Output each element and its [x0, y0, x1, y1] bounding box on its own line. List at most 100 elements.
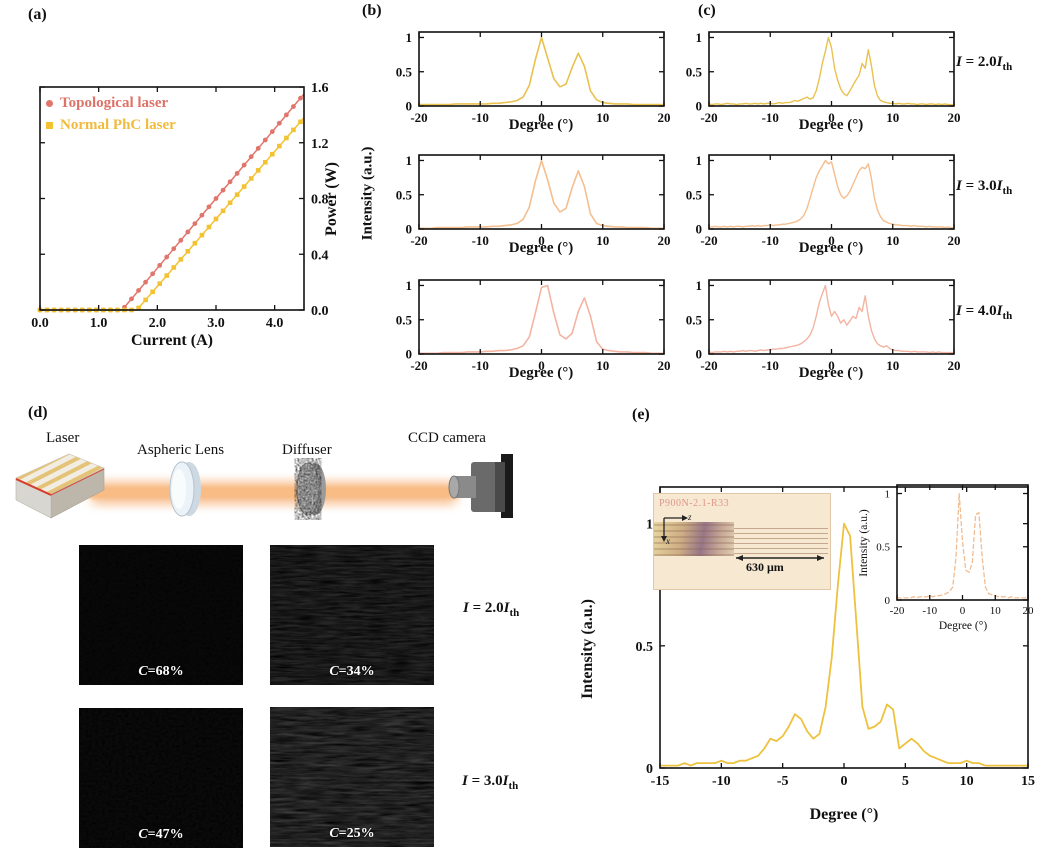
panel-b-ylabel: Intensity (a.u.)	[359, 146, 376, 241]
x-tick-label: 20	[948, 110, 961, 125]
panel-c-chart-3: -20 -10 0 10 20 0 0.5 1	[686, 278, 961, 373]
x-tick-label: -10	[472, 110, 489, 125]
y-tick-label: 1	[646, 518, 653, 533]
y-tick-label: 0	[696, 99, 703, 114]
panel-c-xlabel-1: Degree (°)	[798, 117, 864, 133]
scale-arrow-icon	[736, 555, 824, 561]
y-tick-label: 0.8	[311, 193, 329, 208]
panel-a-xlabel: Current (A)	[131, 332, 213, 349]
legend-item-topological: Topological laser	[46, 95, 176, 112]
circle-marker-icon	[46, 100, 53, 107]
panel-label-e: (e)	[632, 406, 650, 423]
y-tick-label: 1.6	[311, 81, 329, 96]
diffuser-icon	[296, 462, 326, 516]
square-marker-icon	[46, 122, 53, 129]
legend-label: Normal PhC laser	[60, 117, 176, 133]
y-tick-label: 0.5	[876, 542, 890, 554]
panel-c-xlabel-3: Degree (°)	[798, 365, 864, 381]
panel-b-xlabel-3: Degree (°)	[508, 365, 574, 381]
legend-label: Topological laser	[60, 95, 169, 111]
x-tick-label: 0	[828, 110, 835, 125]
device-axis-x-label: x	[666, 536, 670, 546]
condition-label-c2: I = 3.0Ith	[956, 178, 1013, 197]
y-tick-label: 0.5	[686, 187, 703, 202]
panel-e-inset-xlabel: Degree (°)	[938, 620, 988, 632]
x-tick-label: 10	[596, 358, 609, 373]
x-tick-label: -20	[410, 358, 427, 373]
device-waveguide-region	[654, 522, 734, 556]
laser-beam	[88, 486, 460, 499]
scale-label: 630 μm	[746, 560, 784, 574]
x-tick-label: 0	[538, 110, 545, 125]
contrast-label: C=25%	[329, 826, 375, 841]
y-tick-label: 0	[406, 222, 413, 237]
y-tick-label: 0	[885, 595, 891, 607]
panel-b-chart-1: -20 -10 0 10 20 0 0.5 1	[396, 30, 671, 125]
x-tick-label: -10	[712, 774, 731, 789]
x-tick-label: -10	[472, 358, 489, 373]
y-tick-label: 0	[406, 99, 413, 114]
x-tick-label: 0	[960, 605, 966, 617]
speckle-image-4: C=25%	[270, 707, 434, 847]
x-tick-label: 20	[948, 358, 961, 373]
diffuser-label: Diffuser	[282, 442, 332, 458]
x-tick-label: 0	[828, 358, 835, 373]
x-tick-label: -20	[700, 233, 717, 248]
x-tick-label: -10	[762, 110, 779, 125]
x-tick-label: 0	[841, 774, 848, 789]
x-tick-label: -20	[700, 110, 717, 125]
speckle-texture	[270, 707, 434, 847]
x-tick-label: 20	[1023, 605, 1035, 617]
ccd-camera-label: CCD camera	[408, 430, 486, 446]
aspheric-lens-icon	[169, 461, 201, 517]
x-tick-label: -10	[922, 605, 937, 617]
panel-label-a: (a)	[28, 6, 47, 23]
x-tick-label: 0	[538, 358, 545, 373]
device-axis-z-label: z	[688, 512, 692, 522]
panel-c-xlabel-2: Degree (°)	[798, 240, 864, 256]
x-tick-label: 20	[658, 233, 671, 248]
y-tick-label: 0.5	[396, 64, 413, 79]
y-tick-label: 1	[406, 30, 413, 45]
x-tick-label: 0.0	[31, 316, 49, 331]
y-tick-label: 0.5	[396, 187, 413, 202]
x-tick-label: 10	[960, 774, 974, 789]
y-tick-label: 1	[696, 278, 703, 293]
panel-b-xlabel-1: Degree (°)	[508, 117, 574, 133]
panel-label-c: (c)	[698, 2, 716, 19]
speckle-texture	[79, 545, 243, 685]
x-tick-label: -10	[472, 233, 489, 248]
y-tick-label: 1	[885, 488, 891, 500]
condition-label-d2: I = 3.0Ith	[462, 773, 519, 792]
panel-b-chart-2: -20 -10 0 10 20 0 0.5 1	[396, 153, 671, 248]
condition-label-c1: I = 2.0Ith	[956, 54, 1013, 73]
y-tick-label: 1	[696, 153, 703, 168]
device-grating-region	[734, 524, 828, 554]
contrast-label: C=68%	[138, 664, 184, 679]
panel-e-inset-chart: -20 -10 0 10 20 0 0.5 1	[876, 484, 1035, 617]
x-tick-label: 10	[886, 358, 899, 373]
panel-b-xlabel-2: Degree (°)	[508, 240, 574, 256]
x-tick-label: -20	[410, 110, 427, 125]
speckle-image-2: C=34%	[270, 545, 434, 685]
x-tick-label: -20	[410, 233, 427, 248]
contrast-label: C=47%	[138, 827, 184, 842]
x-tick-label: 10	[886, 110, 899, 125]
y-tick-label: 1.2	[311, 137, 329, 152]
y-tick-label: 0.5	[686, 64, 703, 79]
y-tick-label: 0	[696, 222, 703, 237]
x-tick-label: -20	[700, 358, 717, 373]
x-tick-label: 20	[948, 233, 961, 248]
device-id-text: P900N-2.1-R33	[659, 498, 730, 509]
panel-e-inset-ylabel: Intensity (a.u.)	[858, 509, 870, 577]
laser-label: Laser	[46, 430, 80, 446]
panel-b-chart-3: -20 -10 0 10 20 0 0.5 1	[396, 278, 671, 373]
panel-e-xlabel: Degree (°)	[809, 806, 879, 823]
device-axes-icon	[661, 515, 688, 542]
y-tick-label: 0.0	[311, 304, 329, 319]
laser-chip-icon	[15, 453, 105, 519]
speckle-texture	[270, 545, 434, 685]
contrast-label: C=34%	[329, 664, 375, 679]
x-tick-label: -20	[890, 605, 905, 617]
